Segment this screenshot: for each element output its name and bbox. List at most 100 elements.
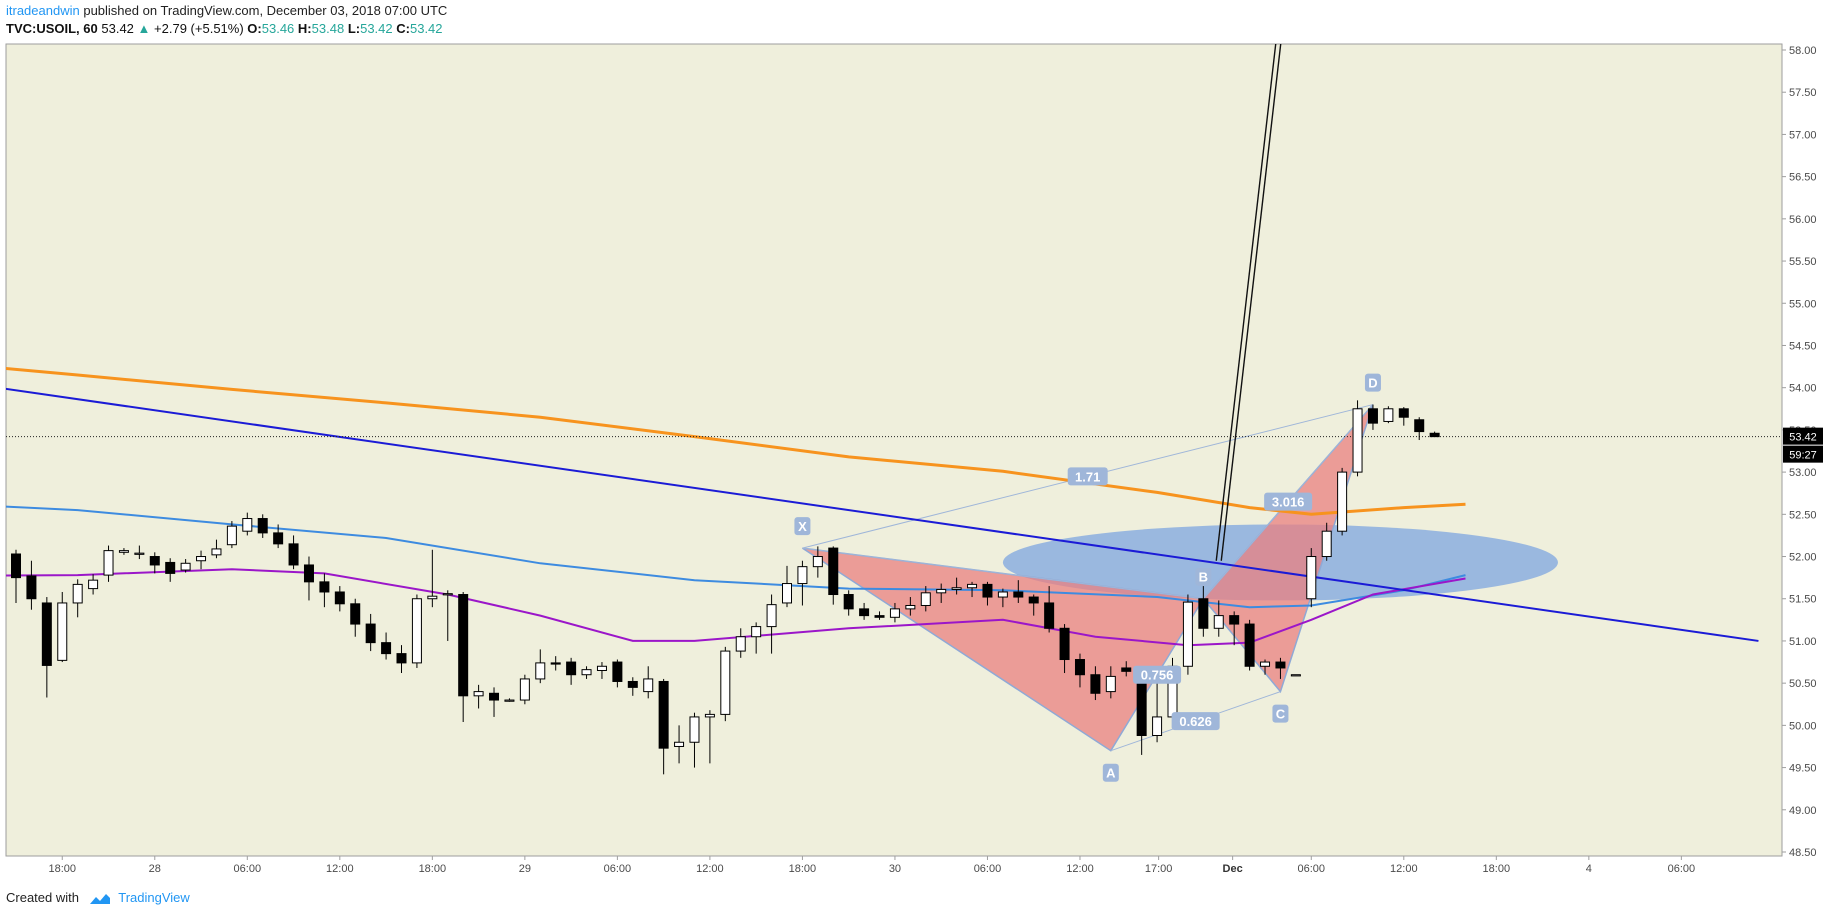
candle-body <box>242 518 253 532</box>
high-value: 53.48 <box>311 21 345 36</box>
ratio-label-bg <box>1067 467 1108 486</box>
candle <box>1275 657 1286 679</box>
time-tick-label: 06:00 <box>974 863 1002 875</box>
time-tick-label: 18:00 <box>1483 863 1511 875</box>
candle <box>1059 624 1070 674</box>
price-tick-label: 55.00 <box>1789 298 1817 310</box>
countdown-marker <box>1783 445 1823 463</box>
candle-body <box>411 598 422 664</box>
candle-body <box>473 691 484 697</box>
candle <box>1013 580 1024 603</box>
candle <box>1152 678 1163 743</box>
ohlc-legend: TVC:USOIL, 60 53.42 ▲ +2.79 (+5.51%) O:5… <box>6 20 1818 38</box>
candle <box>103 545 114 582</box>
candle <box>1352 400 1363 477</box>
candle <box>11 549 21 603</box>
candle <box>257 514 268 538</box>
candle-body <box>504 699 515 702</box>
candle <box>1337 467 1348 536</box>
candle <box>396 645 407 674</box>
author-link[interactable]: itradeandwin <box>6 3 80 18</box>
price-axis[interactable]: 58.00 57.50 57.00 56.50 56.00 55.50 55.00 54.50… <box>1781 44 1823 859</box>
candle-body <box>889 608 900 618</box>
price-tick-label: 58.00 <box>1789 45 1817 57</box>
close-value: 53.42 <box>409 21 443 36</box>
candle <box>720 646 731 722</box>
candle-body <box>458 594 469 697</box>
candle-body <box>196 556 207 562</box>
candle-body <box>1090 674 1101 694</box>
pattern-point-d: D <box>1364 373 1381 392</box>
ratio-label-text: 0.626 <box>1179 714 1212 729</box>
candle <box>180 559 191 573</box>
candle <box>1198 586 1209 637</box>
time-axis[interactable]: 18:00 28 06:00 12:00 18:00 29 06:00 12:00 18:00 3… <box>6 855 1782 875</box>
candle <box>72 579 83 618</box>
candle-body <box>350 603 361 625</box>
candle <box>797 560 808 606</box>
candle <box>643 666 654 699</box>
time-tick-label: 06:00 <box>1298 863 1326 875</box>
candle-body <box>1074 659 1085 676</box>
price-tick-label: 56.00 <box>1789 214 1817 226</box>
time-tick-label: 18:00 <box>48 863 76 875</box>
candle <box>1182 594 1193 675</box>
candle-body <box>920 592 931 606</box>
candle-body <box>72 583 83 604</box>
price-tick-label: 54.00 <box>1789 383 1817 395</box>
candle <box>26 560 37 610</box>
candle-body <box>118 550 129 553</box>
pattern-ratio-label: 3.016 <box>1264 492 1313 511</box>
candle <box>41 597 52 698</box>
candle-body <box>1013 591 1024 598</box>
price-tick-label: 55.50 <box>1789 256 1817 268</box>
price-tick-label: 54.50 <box>1789 340 1817 352</box>
low-value: 53.42 <box>360 21 393 36</box>
candle <box>458 591 469 722</box>
candle-body <box>751 626 762 638</box>
candle <box>1028 594 1039 616</box>
current-price-marker <box>1783 427 1823 445</box>
candle-body <box>1337 471 1348 532</box>
candle-body <box>658 680 669 749</box>
candle-body <box>1028 596 1039 604</box>
candle <box>211 539 222 559</box>
candle-body <box>643 678 654 693</box>
price-tick-label: 51.00 <box>1789 636 1817 648</box>
candle-body <box>720 650 731 715</box>
candle-body <box>1383 408 1394 422</box>
candle-body <box>41 602 52 666</box>
candle-body <box>319 581 330 593</box>
candle <box>1213 600 1224 637</box>
candle-body <box>489 692 500 701</box>
candle <box>828 546 839 605</box>
candle-body <box>1244 623 1255 667</box>
countdown-label: 59:27 <box>1789 450 1817 462</box>
candle <box>997 588 1008 608</box>
time-tick-label: 06:00 <box>604 863 632 875</box>
chart-pane[interactable] <box>5 43 1783 857</box>
point-label-text: D <box>1368 376 1377 391</box>
candle-body <box>982 583 993 598</box>
candle <box>735 628 746 658</box>
candle-body <box>674 741 685 747</box>
point-label-bg <box>1102 763 1119 782</box>
candle-body <box>1290 674 1301 677</box>
point-label-bg <box>1195 567 1212 586</box>
price-tick-label: 53.00 <box>1789 467 1817 479</box>
point-label-text: X <box>798 519 807 534</box>
candle <box>88 574 99 595</box>
price-tick-label: 50.00 <box>1789 720 1817 732</box>
price-tick-label: 51.50 <box>1789 594 1817 606</box>
candle <box>149 552 160 574</box>
current-price-label: 53.42 <box>1789 432 1817 444</box>
tradingview-link[interactable]: TradingView <box>118 890 190 905</box>
candle <box>134 545 145 560</box>
candle-body <box>211 548 222 556</box>
candle <box>812 546 823 578</box>
candle <box>704 710 715 764</box>
candle <box>1306 548 1317 608</box>
time-tick-label: 30 <box>889 863 901 875</box>
candle <box>1429 431 1440 438</box>
